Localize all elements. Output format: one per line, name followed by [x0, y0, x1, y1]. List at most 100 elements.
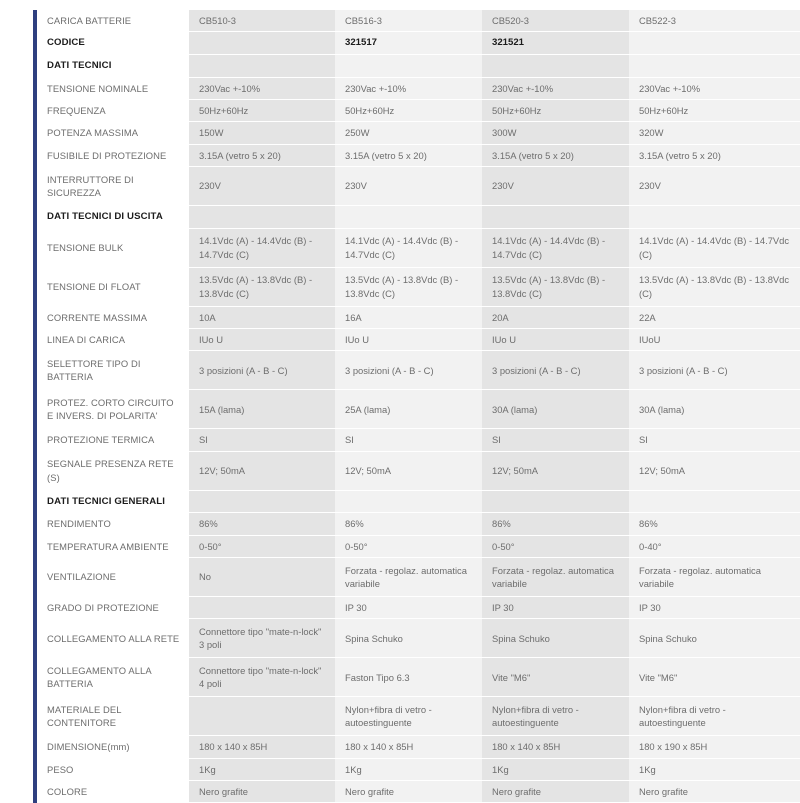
cell-value	[629, 490, 800, 514]
cell-value: 230V	[629, 166, 800, 206]
cell-value: 1Kg	[482, 758, 629, 781]
cell-value: Faston Tipo 6.3	[335, 657, 482, 698]
row-label: DATI TECNICI	[37, 54, 189, 78]
cell-value: 12V; 50mA	[482, 451, 629, 491]
cell-value: SI	[335, 428, 482, 452]
cell-value: 50Hz+60Hz	[189, 99, 335, 123]
cell-value: 12V; 50mA	[189, 451, 335, 491]
cell-value: 230Vac +-10%	[629, 77, 800, 100]
row-label: VENTILAZIONE	[37, 557, 189, 597]
cell-value: Nylon+fibra di vetro - autoestinguente	[482, 696, 629, 737]
cell-value	[482, 54, 629, 78]
table-row: DIMENSIONE(mm) 180 x 140 x 85H 180 x 140 x…	[37, 735, 800, 759]
cell-value: 3 posizioni (A - B - C)	[482, 350, 629, 391]
cell-value: 320W	[629, 121, 800, 145]
cell-value: 25A (lama)	[335, 389, 482, 430]
cell-value: 50Hz+60Hz	[335, 99, 482, 123]
table-row: SELETTORE TIPO DI BATTERIA 3 posizioni (A…	[37, 350, 800, 391]
cell-value: 13.5Vdc (A) - 13.8Vdc (B) - 13.8Vdc (C)	[189, 267, 335, 307]
cell-value: 180 x 140 x 85H	[482, 735, 629, 759]
cell-value: 16A	[335, 306, 482, 329]
cell-value: 230V	[482, 166, 629, 206]
cell-value: Nero grafite	[335, 780, 482, 803]
cell-value	[189, 696, 335, 737]
table-row: POTENZA MASSIMA 150W 250W 300W 320W	[37, 121, 800, 145]
cell-value	[335, 54, 482, 78]
cell-value: 14.1Vdc (A) - 14.4Vdc (B) - 14.7Vdc (C)	[189, 228, 335, 268]
cell-value: 86%	[482, 512, 629, 536]
table-row: TEMPERATURA AMBIENTE 0-50° 0-50° 0-50° 0-40°	[37, 535, 800, 558]
cell-value	[629, 54, 800, 78]
cell-value: 14.1Vdc (A) - 14.4Vdc (B) - 14.7Vdc (C)	[335, 228, 482, 268]
cell-value: 3.15A (vetro 5 x 20)	[629, 144, 800, 167]
cell-value: 12V; 50mA	[629, 451, 800, 491]
cell-value: 30A (lama)	[482, 389, 629, 430]
cell-value: 50Hz+60Hz	[629, 99, 800, 123]
row-label: COLLEGAMENTO ALLA RETE	[37, 618, 189, 659]
cell-value	[482, 490, 629, 514]
cell-value: 3.15A (vetro 5 x 20)	[189, 144, 335, 167]
row-label: CODICE	[37, 31, 189, 55]
cell-value: 1Kg	[189, 758, 335, 781]
table-row: DATI TECNICI	[37, 54, 800, 78]
cell-value	[335, 205, 482, 229]
cell-value: Nero grafite	[629, 780, 800, 803]
row-label: TENSIONE NOMINALE	[37, 77, 189, 100]
table-row: GRADO DI PROTEZIONE IP 30 IP 30 IP 30	[37, 596, 800, 620]
cell-value: Vite "M6"	[629, 657, 800, 698]
cell-value	[189, 596, 335, 620]
row-label: DIMENSIONE(mm)	[37, 735, 189, 759]
table-row: PROTEZIONE TERMICA SI SI SI SI	[37, 428, 800, 452]
row-label: RENDIMENTO	[37, 512, 189, 536]
technical-specifications-table: CARICA BATTERIE CB510-3 CB516-3 CB520-3 CB52…	[37, 10, 800, 803]
cell-value: SI	[629, 428, 800, 452]
cell-value	[189, 31, 335, 55]
table-row: CORRENTE MASSIMA 10A 16A 20A 22A	[37, 306, 800, 329]
row-label: LINEA DI CARICA	[37, 328, 189, 352]
cell-value: CB520-3	[482, 10, 629, 33]
row-label: MATERIALE DEL CONTENITORE	[37, 696, 189, 737]
cell-value: IP 30	[482, 596, 629, 620]
cell-value: 230V	[335, 166, 482, 206]
spec-table-container: CARICA BATTERIE CB510-3 CB516-3 CB520-3 CB52…	[33, 10, 800, 803]
cell-value: 22A	[629, 306, 800, 329]
cell-value: 20A	[482, 306, 629, 329]
row-label: TENSIONE BULK	[37, 228, 189, 268]
cell-value	[189, 54, 335, 78]
table-row: VENTILAZIONE No Forzata - regolaz. automat…	[37, 557, 800, 597]
table-row: MATERIALE DEL CONTENITORE Nylon+fibra di …	[37, 696, 800, 737]
cell-value: Nero grafite	[189, 780, 335, 803]
cell-value: 180 x 190 x 85H	[629, 735, 800, 759]
table-row: PESO 1Kg 1Kg 1Kg 1Kg	[37, 758, 800, 781]
cell-value: Spina Schuko	[482, 618, 629, 659]
cell-value: 50Hz+60Hz	[482, 99, 629, 123]
row-label: INTERRUTTORE DI SICUREZZA	[37, 166, 189, 206]
row-label: COLLEGAMENTO ALLA BATTERIA	[37, 657, 189, 698]
cell-value: IP 30	[335, 596, 482, 620]
cell-value: 230Vac +-10%	[189, 77, 335, 100]
cell-value: Nylon+fibra di vetro - autoestinguente	[335, 696, 482, 737]
cell-value: IUo U	[482, 328, 629, 352]
cell-value: 86%	[189, 512, 335, 536]
row-label: FUSIBILE DI PROTEZIONE	[37, 144, 189, 167]
cell-value: Connettore tipo "mate-n-lock" 3 poli	[189, 618, 335, 659]
cell-value: Spina Schuko	[629, 618, 800, 659]
cell-value: 150W	[189, 121, 335, 145]
cell-value: 3.15A (vetro 5 x 20)	[482, 144, 629, 167]
table-row: TENSIONE NOMINALE 230Vac +-10% 230Vac +-10…	[37, 77, 800, 100]
row-label: PROTEZIONE TERMICA	[37, 428, 189, 452]
table-row: COLLEGAMENTO ALLA RETE Connettore tipo "m…	[37, 618, 800, 659]
table-row: COLLEGAMENTO ALLA BATTERIA Connettore tip…	[37, 657, 800, 698]
cell-value: 321517	[335, 31, 482, 55]
cell-value: Spina Schuko	[335, 618, 482, 659]
table-row: DATI TECNICI DI USCITA	[37, 205, 800, 229]
cell-value: 3 posizioni (A - B - C)	[189, 350, 335, 391]
cell-value: IP 30	[629, 596, 800, 620]
cell-value: 12V; 50mA	[335, 451, 482, 491]
row-label: COLORE	[37, 780, 189, 803]
cell-value: Connettore tipo "mate-n-lock" 4 poli	[189, 657, 335, 698]
cell-value: Forzata - regolaz. automatica variabile	[482, 557, 629, 597]
cell-value: 0-40°	[629, 535, 800, 558]
cell-value: CB522-3	[629, 10, 800, 33]
cell-value: Nylon+fibra di vetro - autoestinguente	[629, 696, 800, 737]
